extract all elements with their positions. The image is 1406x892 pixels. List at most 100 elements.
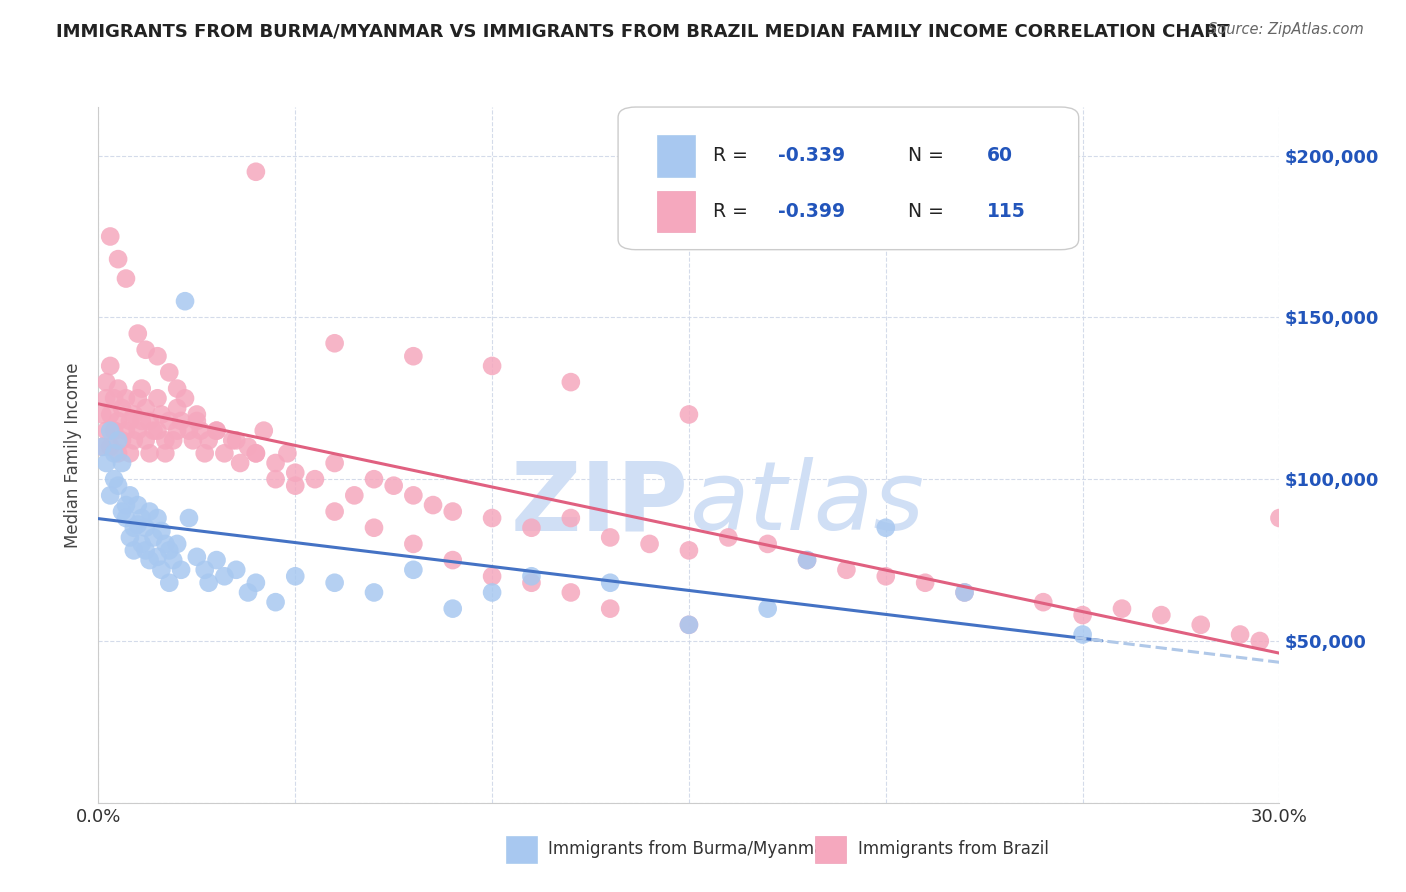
Point — [155, 537, 177, 551]
Point — [91, 440, 114, 454]
Point — [560, 375, 582, 389]
Point — [363, 521, 385, 535]
Point — [115, 498, 138, 512]
Text: Immigrants from Brazil: Immigrants from Brazil — [858, 840, 1049, 858]
Point — [177, 424, 200, 438]
Point — [111, 401, 134, 415]
Point — [118, 488, 141, 502]
Point — [835, 563, 858, 577]
Point — [115, 392, 138, 406]
Point — [323, 336, 346, 351]
Point — [135, 343, 157, 357]
Point — [205, 553, 228, 567]
Point — [264, 456, 287, 470]
Point — [146, 549, 169, 564]
Point — [142, 531, 165, 545]
Point — [157, 414, 180, 428]
Point — [236, 585, 259, 599]
Point — [174, 392, 197, 406]
Point — [131, 382, 153, 396]
Point — [166, 401, 188, 415]
Point — [1071, 608, 1094, 623]
Point — [194, 563, 217, 577]
Point — [422, 498, 444, 512]
Point — [323, 456, 346, 470]
Point — [1150, 608, 1173, 623]
Point — [107, 446, 129, 460]
Point — [214, 446, 236, 460]
Point — [284, 478, 307, 492]
Point — [96, 392, 118, 406]
FancyBboxPatch shape — [619, 107, 1078, 250]
Point — [107, 382, 129, 396]
Point — [135, 401, 157, 415]
Point — [875, 521, 897, 535]
Point — [953, 585, 976, 599]
Point — [560, 511, 582, 525]
Point — [221, 434, 243, 448]
Point — [107, 414, 129, 428]
Point — [122, 408, 145, 422]
Point — [103, 424, 125, 438]
Point — [96, 424, 118, 438]
Point — [150, 408, 173, 422]
FancyBboxPatch shape — [657, 135, 695, 177]
Text: N =: N = — [896, 146, 949, 165]
Point — [599, 531, 621, 545]
Point — [402, 349, 425, 363]
Point — [115, 424, 138, 438]
Text: Source: ZipAtlas.com: Source: ZipAtlas.com — [1208, 22, 1364, 37]
Point — [678, 543, 700, 558]
Point — [1071, 627, 1094, 641]
Text: atlas: atlas — [689, 457, 924, 550]
Point — [131, 537, 153, 551]
Point — [229, 456, 252, 470]
Point — [138, 446, 160, 460]
Point — [103, 392, 125, 406]
Point — [205, 424, 228, 438]
Point — [91, 408, 114, 422]
Point — [481, 359, 503, 373]
Point — [796, 553, 818, 567]
Point — [115, 511, 138, 525]
Point — [122, 543, 145, 558]
Point — [118, 531, 141, 545]
Point — [197, 575, 219, 590]
Point — [481, 511, 503, 525]
Point — [170, 563, 193, 577]
Point — [363, 472, 385, 486]
Point — [138, 504, 160, 518]
Point — [118, 414, 141, 428]
Point — [111, 456, 134, 470]
Point — [107, 478, 129, 492]
Point — [678, 617, 700, 632]
Point — [181, 434, 204, 448]
Point — [481, 569, 503, 583]
Point — [146, 424, 169, 438]
Point — [284, 466, 307, 480]
Point — [103, 446, 125, 460]
Point — [131, 511, 153, 525]
Point — [103, 472, 125, 486]
Point — [91, 440, 114, 454]
Point — [678, 617, 700, 632]
Point — [146, 511, 169, 525]
Point — [599, 601, 621, 615]
Point — [115, 271, 138, 285]
Point — [402, 563, 425, 577]
Point — [1111, 601, 1133, 615]
Point — [131, 414, 153, 428]
Point — [1032, 595, 1054, 609]
Point — [1249, 634, 1271, 648]
Point — [98, 359, 121, 373]
Point — [756, 537, 779, 551]
Point — [323, 575, 346, 590]
Point — [323, 504, 346, 518]
Point — [157, 365, 180, 379]
FancyBboxPatch shape — [657, 191, 695, 232]
Text: R =: R = — [713, 146, 754, 165]
Point — [166, 382, 188, 396]
Point — [197, 434, 219, 448]
Point — [166, 424, 188, 438]
Point — [284, 569, 307, 583]
